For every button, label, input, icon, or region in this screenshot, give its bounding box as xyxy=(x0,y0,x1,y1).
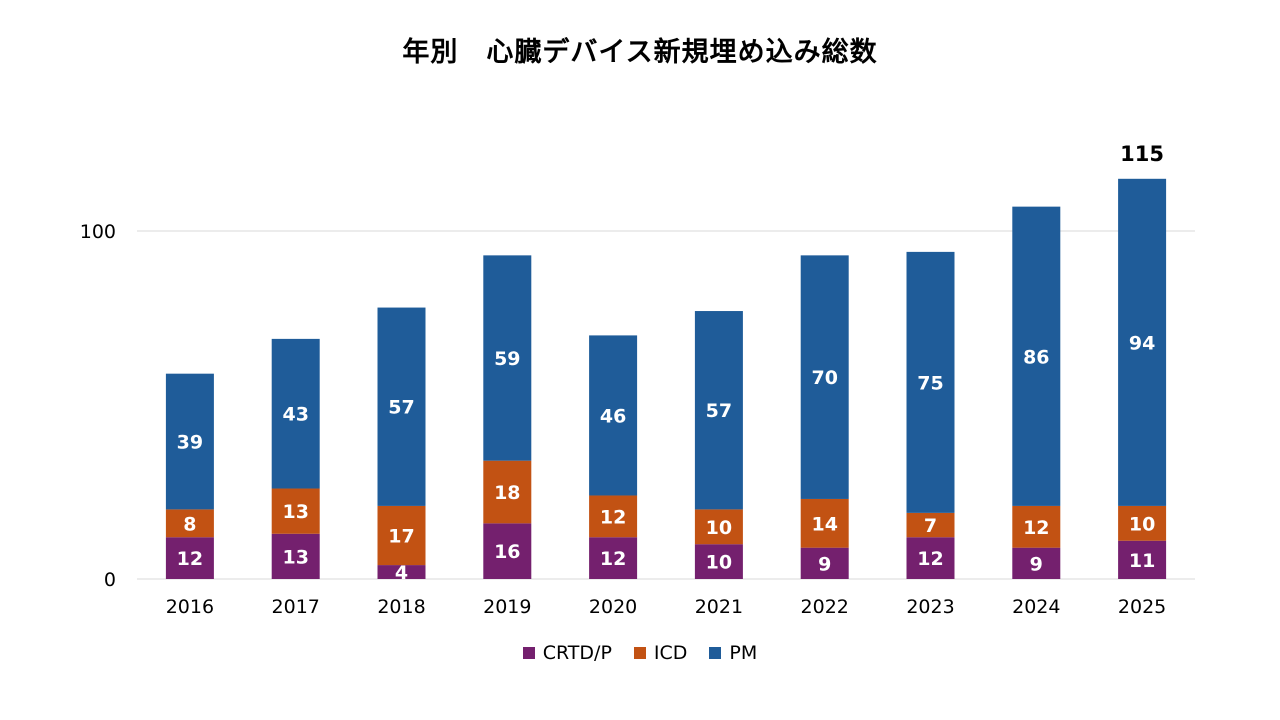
data-label-icd-2023: 7 xyxy=(924,515,937,537)
data-label-icd-2024: 12 xyxy=(1023,517,1049,539)
data-label-crtdp-2016: 12 xyxy=(177,548,203,570)
data-label-icd-2022: 14 xyxy=(811,513,837,535)
bar-crtdp-2017 xyxy=(271,533,320,579)
y-tick-label-100: 100 xyxy=(80,221,116,243)
legend-swatch xyxy=(633,647,646,659)
legend-label: PM xyxy=(729,642,758,664)
bar-pm-2018 xyxy=(377,307,426,506)
data-label-crtdp-2024: 9 xyxy=(1030,553,1043,575)
bar-icd-2018 xyxy=(377,505,426,566)
bar-icd-2021 xyxy=(694,509,743,545)
legend-item-pm: PM xyxy=(709,642,757,664)
bar-crtdp-2016 xyxy=(165,537,214,579)
data-label-crtdp-2025: 11 xyxy=(1129,550,1155,572)
bar-pm-2025 xyxy=(1118,178,1167,506)
x-tick-label-2020: 2020 xyxy=(589,596,637,618)
data-label-crtdp-2018: 4 xyxy=(395,562,408,584)
legend-item-icd: ICD xyxy=(633,642,688,664)
data-label-icd-2021: 10 xyxy=(706,517,732,539)
data-label-pm-2016: 39 xyxy=(177,432,203,454)
x-tick-label-2021: 2021 xyxy=(695,596,743,618)
bar-pm-2024 xyxy=(1012,206,1061,506)
data-label-icd-2019: 18 xyxy=(494,482,520,504)
data-label-icd-2018: 17 xyxy=(388,526,414,548)
bar-icd-2017 xyxy=(271,488,320,534)
bar-crtdp-2021 xyxy=(694,544,743,579)
bar-pm-2021 xyxy=(694,311,743,510)
bar-icd-2016 xyxy=(165,509,214,538)
bar-pm-2022 xyxy=(800,255,849,499)
data-label-icd-2016: 8 xyxy=(183,513,196,535)
bar-crtdp-2018 xyxy=(377,565,426,579)
data-label-crtdp-2017: 13 xyxy=(282,546,308,568)
bar-icd-2024 xyxy=(1012,505,1061,548)
data-label-crtdp-2023: 12 xyxy=(917,548,943,570)
x-tick-label-2022: 2022 xyxy=(801,596,849,618)
bar-pm-2016 xyxy=(165,373,214,510)
data-label-pm-2023: 75 xyxy=(917,372,943,394)
data-label-pm-2021: 57 xyxy=(706,400,732,422)
data-label-pm-2019: 59 xyxy=(494,348,520,370)
x-tick-label-2016: 2016 xyxy=(166,596,214,618)
data-label-crtdp-2022: 9 xyxy=(818,553,831,575)
bar-icd-2023 xyxy=(906,512,955,538)
data-label-icd-2020: 12 xyxy=(600,506,626,528)
data-label-crtdp-2019: 16 xyxy=(494,541,520,563)
data-label-icd-2017: 13 xyxy=(282,501,308,523)
bar-pm-2017 xyxy=(271,338,320,489)
chart-title: 年別 心臓デバイス新規埋め込み総数 xyxy=(402,37,878,68)
data-label-pm-2022: 70 xyxy=(811,367,837,389)
x-tick-label-2024: 2024 xyxy=(1012,596,1060,618)
bar-icd-2025 xyxy=(1118,505,1167,541)
data-label-crtdp-2020: 12 xyxy=(600,548,626,570)
legend-label: ICD xyxy=(653,642,688,664)
legend-label: CRTD/P xyxy=(542,642,612,664)
bar-pm-2023 xyxy=(906,251,955,513)
legend-swatch xyxy=(522,647,535,659)
x-tick-label-2025: 2025 xyxy=(1118,596,1166,618)
x-tick-label-2017: 2017 xyxy=(272,596,320,618)
bar-crtdp-2023 xyxy=(906,537,955,579)
data-label-pm-2018: 57 xyxy=(388,397,414,419)
data-label-pm-2025: 94 xyxy=(1129,332,1155,354)
x-tick-label-2023: 2023 xyxy=(906,596,954,618)
data-label-pm-2017: 43 xyxy=(282,404,308,426)
y-tick-label-0: 0 xyxy=(104,569,116,591)
bar-crtdp-2022 xyxy=(800,547,849,579)
x-tick-label-2019: 2019 xyxy=(483,596,531,618)
bar-crtdp-2020 xyxy=(589,537,638,579)
legend: CRTD/P ICD PM xyxy=(0,642,1280,664)
data-label-pm-2024: 86 xyxy=(1023,346,1049,368)
bar-pm-2019 xyxy=(483,255,532,461)
x-tick-label-2018: 2018 xyxy=(377,596,425,618)
data-label-crtdp-2021: 10 xyxy=(706,552,732,574)
data-label-pm-2020: 46 xyxy=(600,405,626,427)
bar-icd-2022 xyxy=(800,498,849,548)
bar-icd-2019 xyxy=(483,460,532,524)
bar-crtdp-2025 xyxy=(1118,540,1167,579)
data-label-icd-2025: 10 xyxy=(1129,513,1155,535)
legend-swatch xyxy=(709,647,722,659)
bar-icd-2020 xyxy=(589,495,638,538)
legend-item-crtdp: CRTD/P xyxy=(522,642,612,664)
total-label-2025: 115 xyxy=(1120,142,1164,166)
bar-pm-2020 xyxy=(589,335,638,496)
bar-crtdp-2024 xyxy=(1012,547,1061,579)
bar-crtdp-2019 xyxy=(483,523,532,579)
